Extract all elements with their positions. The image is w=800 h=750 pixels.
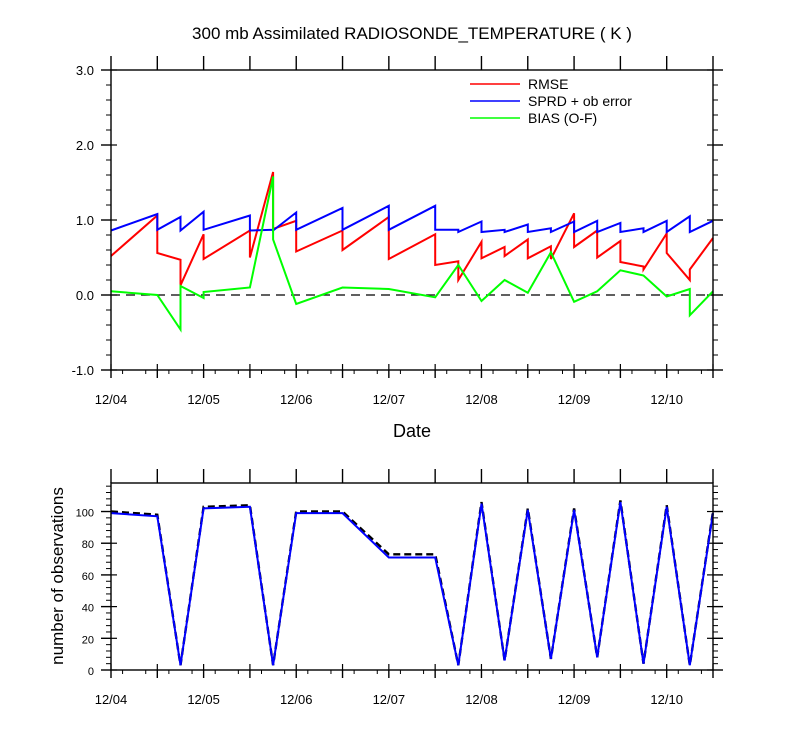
bottom-chart-x-tick-labels: 12/04 12/05 12/06 12/07 12/08 12/09 12/10 [95,692,683,707]
legend: RMSE SPRD + ob error BIAS (O-F) [470,76,632,126]
bottom-y-tick-label: 80 [82,539,94,551]
bottom-y-tick-label: 40 [82,603,94,615]
top-x-tick-label: 12/05 [187,392,220,407]
top-y-tick-label: 3.0 [76,63,94,78]
top-chart-title: 300 mb Assimilated RADIOSONDE_TEMPERATUR… [192,24,632,43]
top-x-tick-label: 12/06 [280,392,313,407]
bottom-chart-y-axis-label: number of observations [48,487,67,665]
top-series-rmse [110,171,714,286]
top-chart-frame [110,69,714,371]
top-chart-x-tick-labels: 12/04 12/05 12/06 12/07 12/08 12/09 12/10 [95,392,683,407]
bottom-x-tick-label: 12/06 [280,692,313,707]
top-chart-x-axis-label: Date [393,421,431,441]
bottom-chart-y-tick-labels: 0 20 40 60 80 100 [76,508,94,678]
top-y-tick-label: -1.0 [72,363,94,378]
bottom-y-tick-label: 0 [88,666,94,678]
bottom-x-tick-label: 12/05 [187,692,220,707]
legend-label-bias: BIAS (O-F) [528,110,597,126]
bottom-chart-series [110,500,715,666]
top-x-tick-label: 12/08 [465,392,498,407]
top-chart-series [110,171,714,333]
top-x-tick-label: 12/04 [95,392,128,407]
top-y-tick-label: 2.0 [76,138,94,153]
top-x-tick-label: 12/07 [373,392,406,407]
bottom-x-tick-label: 12/08 [465,692,498,707]
legend-label-rmse: RMSE [528,76,568,92]
top-series-sprd-ob-error [110,204,714,234]
bottom-x-tick-label: 12/10 [650,692,683,707]
top-y-tick-label: 1.0 [76,213,94,228]
bottom-x-tick-label: 12/04 [95,692,128,707]
bottom-y-tick-label: 100 [76,508,94,520]
bottom-series-assimilated [110,501,714,666]
top-x-tick-label: 12/10 [650,392,683,407]
legend-label-sprd: SPRD + ob error [528,93,632,109]
bottom-y-tick-label: 20 [82,634,94,646]
bottom-x-tick-label: 12/09 [558,692,591,707]
bottom-y-tick-label: 60 [82,571,94,583]
top-chart: 300 mb Assimilated RADIOSONDE_TEMPERATUR… [72,24,723,441]
bottom-chart-frame [110,482,714,671]
top-y-tick-label: 0.0 [76,288,94,303]
top-series-bias-o-f [110,176,714,333]
bottom-x-tick-label: 12/07 [373,692,406,707]
top-x-tick-label: 12/09 [558,392,591,407]
top-chart-y-tick-labels: -1.0 0.0 1.0 2.0 3.0 [72,63,94,378]
